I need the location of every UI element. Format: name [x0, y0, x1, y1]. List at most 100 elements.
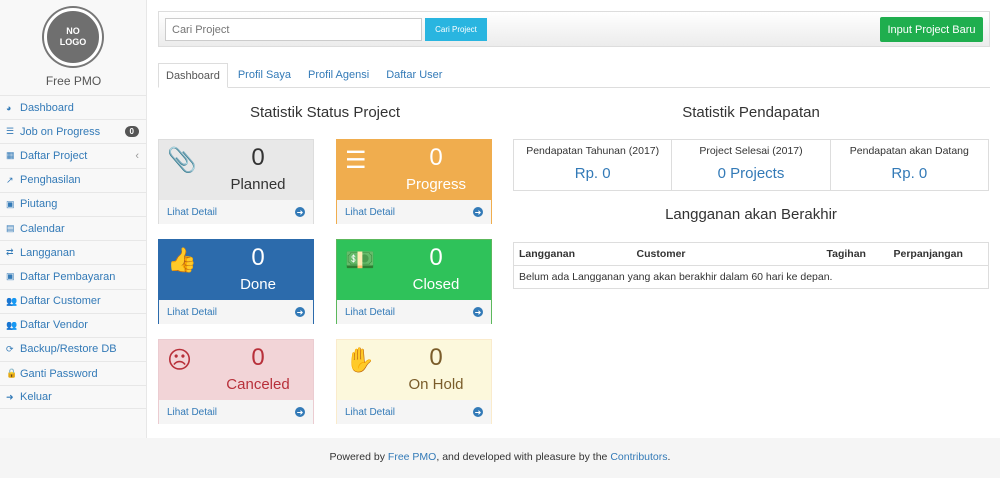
thumbs-up-icon: 👍 — [167, 247, 197, 274]
stat-value: Rp. 0 — [891, 165, 928, 182]
detail-link[interactable]: Lihat Detail ➜ — [337, 400, 491, 424]
detail-label: Lihat Detail — [345, 206, 396, 218]
card-count: 0 — [251, 144, 265, 171]
arrow-circle-right-icon: ➜ — [295, 207, 305, 217]
footer-text: , and developed with pleasure by the — [436, 451, 611, 463]
tab-profil-agensi[interactable]: Profil Agensi — [308, 69, 370, 81]
retweet-icon: ⇄ — [6, 247, 14, 258]
arrow-circle-right-icon: ➜ — [295, 307, 305, 317]
status-card-on-hold: ✋ 0 On Hold Lihat Detail ➜ — [336, 339, 492, 424]
no-logo-badge: NO LOGO — [44, 8, 102, 66]
sidebar-item-keluar[interactable]: ➜ Keluar — [0, 385, 147, 410]
card-label: Canceled — [226, 376, 290, 393]
sidebar-item-label: Langganan — [20, 246, 76, 259]
frown-icon: ☹ — [167, 347, 193, 374]
card-count: 0 — [429, 244, 443, 271]
table-header: Langganan Customer Tagihan Perpanjangan — [513, 242, 989, 266]
footer-text: . — [667, 451, 671, 463]
new-project-button[interactable]: Input Project Baru — [880, 17, 983, 42]
sidebar-item-backup-restore-db[interactable]: ⟳ Backup/Restore DB — [0, 336, 147, 361]
card-count: 0 — [429, 344, 443, 371]
detail-label: Lihat Detail — [345, 306, 396, 318]
sidebar-item-label: Ganti Password — [20, 367, 98, 380]
sidebar-item-label: Piutang — [20, 198, 58, 211]
status-card-canceled: ☹ 0 Canceled Lihat Detail ➜ — [158, 339, 314, 424]
sidebar-nav: ◕ Dashboard ☰ Job on Progress 0 ▦ Daftar Proje… — [0, 95, 147, 410]
sidebar-item-dashboard[interactable]: ◕ Dashboard — [0, 95, 147, 119]
card-body: 👍 0 Done — [159, 240, 313, 300]
detail-link[interactable]: Lihat Detail ➜ — [337, 300, 491, 324]
income-stats: Pendapatan Tahunan (2017) Rp. 0 Project S… — [513, 139, 989, 191]
sidebar-item-piutang[interactable]: ▣ Piutang — [0, 191, 147, 216]
detail-link[interactable]: Lihat Detail ➜ — [159, 300, 313, 324]
empty-message: Belum ada Langganan yang akan berakhir d… — [519, 271, 833, 283]
col-perpanjangan: Perpanjangan — [888, 242, 989, 266]
tab-dashboard[interactable]: Dashboard — [158, 63, 228, 88]
sidebar-item-ganti-password[interactable]: 🔒 Ganti Password — [0, 361, 147, 385]
sidebar-item-daftar-customer[interactable]: 👥 Daftar Customer — [0, 288, 147, 313]
table-icon: ▦ — [6, 150, 15, 161]
stat-value: 0 Projects — [717, 165, 785, 182]
sidebar-item-label: Daftar Vendor — [20, 319, 88, 332]
tabs: Dashboard Profil Saya Profil Agensi Daft… — [158, 63, 990, 88]
detail-link[interactable]: Lihat Detail ➜ — [159, 200, 313, 224]
search-button[interactable]: Cari Project — [425, 18, 487, 41]
card-count: 0 — [251, 344, 265, 371]
detail-label: Lihat Detail — [167, 206, 218, 218]
users-icon: 👥 — [6, 319, 18, 330]
tab-profil-saya[interactable]: Profil Saya — [237, 69, 292, 81]
table-row: Belum ada Langganan yang akan berakhir d… — [514, 266, 989, 289]
sidebar-item-daftar-pembayaran[interactable]: ▣ Daftar Pembayaran — [0, 264, 147, 288]
detail-link[interactable]: Lihat Detail ➜ — [337, 200, 491, 224]
sidebar-item-langganan[interactable]: ⇄ Langganan — [0, 240, 147, 264]
status-card-planned: 📎 0 Planned Lihat Detail ➜ — [158, 139, 314, 224]
sidebar-item-daftar-vendor[interactable]: 👥 Daftar Vendor — [0, 312, 147, 337]
footer-text: Powered by — [329, 451, 388, 463]
sign-out-icon: ➜ — [6, 391, 14, 402]
toolbar: Cari Project Input Project Baru — [158, 11, 990, 47]
card-label: Progress — [405, 176, 467, 193]
card-body: 💵 0 Closed — [337, 240, 491, 300]
card-label: Done — [240, 276, 276, 293]
card-label: Closed — [412, 276, 460, 293]
contributors-link[interactable]: Contributors — [610, 451, 668, 463]
detail-label: Lihat Detail — [167, 306, 218, 318]
status-title: Statistik Status Project — [249, 104, 401, 121]
paperclip-icon: 📎 — [167, 147, 197, 174]
sidebar-item-daftar-project[interactable]: ▦ Daftar Project ‹ — [0, 143, 147, 167]
stat-label: Project Selesai (2017) — [699, 145, 803, 157]
sidebar-item-label: Keluar — [20, 391, 52, 404]
stat-label: Pendapatan akan Datang — [849, 145, 969, 157]
tasks-icon: ☰ — [345, 147, 367, 174]
card-label: On Hold — [408, 376, 464, 393]
sidebar: NO LOGO Free PMO ◕ Dashboard ☰ Job on Progr… — [0, 0, 147, 438]
detail-link[interactable]: Lihat Detail ➜ — [159, 400, 313, 424]
card-count: 0 — [251, 244, 265, 271]
brand-name: Free PMO — [45, 74, 102, 88]
sidebar-item-label: Daftar Pembayaran — [20, 270, 116, 283]
sidebar-item-label: Daftar Project — [20, 149, 88, 162]
hand-stop-icon: ✋ — [345, 347, 375, 374]
count-badge: 0 — [124, 126, 139, 138]
stat-value: Rp. 0 — [574, 165, 611, 182]
search-input[interactable] — [165, 18, 422, 41]
tab-daftar-user[interactable]: Daftar User — [386, 69, 443, 81]
sidebar-item-calendar[interactable]: ▤ Calendar — [0, 215, 147, 240]
chevron-left-icon[interactable]: ‹ — [135, 149, 139, 162]
stat-projects-done: Project Selesai (2017) 0 Projects — [672, 140, 831, 190]
col-customer: Customer — [631, 242, 822, 266]
stat-label: Pendapatan Tahunan (2017) — [526, 145, 660, 157]
status-card-closed: 💵 0 Closed Lihat Detail ➜ — [336, 239, 492, 324]
tasks-icon: ☰ — [6, 126, 15, 137]
sidebar-item-label: Penghasilan — [20, 174, 81, 187]
stat-upcoming-income: Pendapatan akan Datang Rp. 0 — [831, 140, 988, 190]
sidebar-item-penghasilan[interactable]: ↗ Penghasilan — [0, 167, 147, 192]
sidebar-item-job-on-progress[interactable]: ☰ Job on Progress 0 — [0, 119, 147, 143]
arrow-circle-right-icon: ➜ — [295, 407, 305, 417]
line-chart-icon: ↗ — [6, 174, 14, 185]
dashboard-icon: ◕ — [6, 102, 12, 113]
arrow-circle-right-icon: ➜ — [473, 407, 483, 417]
calendar-icon: ▤ — [6, 223, 15, 234]
money-icon: ▣ — [6, 198, 15, 209]
freepmo-link[interactable]: Free PMO — [387, 451, 437, 463]
